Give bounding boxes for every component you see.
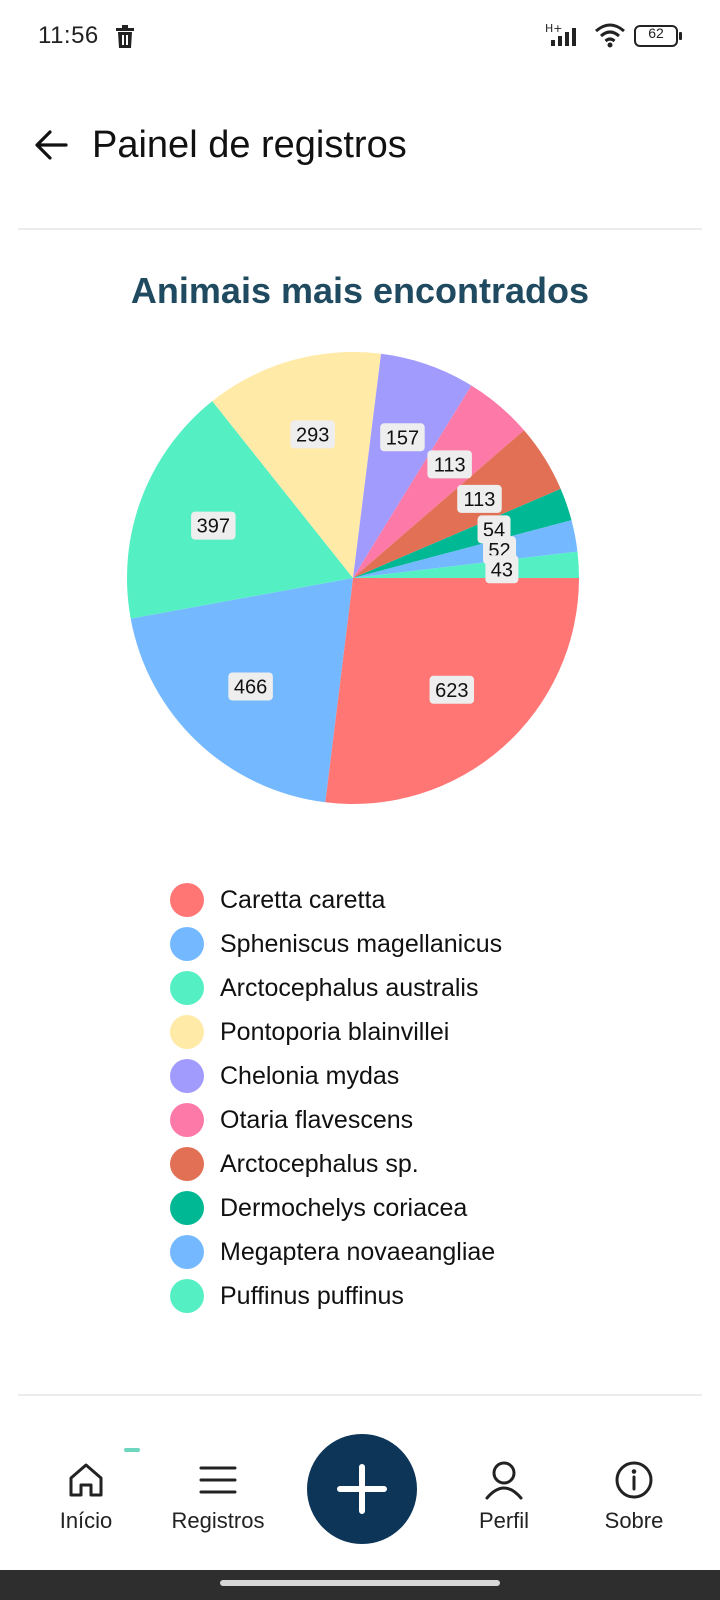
back-arrow-icon[interactable] <box>32 128 70 162</box>
nav-label-inicio: Início <box>59 1508 113 1533</box>
network-type-label: H+ <box>545 22 563 35</box>
svg-text:113: 113 <box>434 454 466 476</box>
pie-slice <box>353 385 525 578</box>
gesture-handle[interactable] <box>220 1580 500 1586</box>
wifi-icon <box>595 23 625 48</box>
svg-text:466: 466 <box>234 676 267 698</box>
legend-swatch <box>170 971 204 1005</box>
bottom-navigation: Início Registros Perfil Sobre <box>0 1420 720 1570</box>
legend-swatch <box>170 1103 204 1137</box>
person-icon <box>485 1461 523 1500</box>
legend-swatch <box>170 883 204 917</box>
trash-icon <box>116 25 134 48</box>
nav-item-inicio[interactable]: Início <box>26 1460 146 1534</box>
footer-divider <box>18 1394 702 1396</box>
pie-slice <box>212 352 382 578</box>
status-time: 11:56 <box>38 22 99 49</box>
pie-data-label: 293 <box>290 420 335 449</box>
pie-slice <box>353 551 579 578</box>
legend-label: Arctocephalus sp. <box>220 1149 419 1178</box>
nav-item-sobre[interactable]: Sobre <box>574 1460 694 1534</box>
legend-item: Arctocephalus sp. <box>170 1142 502 1186</box>
plus-icon <box>337 1464 387 1514</box>
legend-label: Puffinus puffinus <box>220 1281 404 1310</box>
pie-slice <box>353 520 578 578</box>
legend-label: Spheniscus magellanicus <box>220 929 503 958</box>
svg-text:43: 43 <box>491 559 513 581</box>
pie-data-label: 157 <box>380 423 425 452</box>
pie-slice <box>127 401 353 619</box>
pie-data-label: 397 <box>191 511 236 540</box>
page-title: Painel de registros <box>92 124 407 166</box>
add-record-button[interactable] <box>307 1434 417 1544</box>
legend-item: Dermochelys coriacea <box>170 1186 502 1230</box>
legend-item: Otaria flavescens <box>170 1098 502 1142</box>
legend-item: Puffinus puffinus <box>170 1274 502 1318</box>
pie-slice <box>353 488 572 578</box>
svg-text:157: 157 <box>386 427 419 449</box>
legend-label: Otaria flavescens <box>220 1105 414 1134</box>
legend-swatch <box>170 1015 204 1049</box>
pie-data-label: 113 <box>457 484 502 513</box>
battery-level: 62 <box>648 25 664 41</box>
legend-item: Arctocephalus australis <box>170 966 502 1010</box>
legend-swatch <box>170 1279 204 1313</box>
pie-data-label: 623 <box>429 675 475 704</box>
legend-item: Megaptera novaeangliae <box>170 1230 502 1274</box>
status-bar: 11:56 H+ 62 <box>0 0 720 72</box>
nav-label-registros: Registros <box>171 1508 265 1533</box>
system-gesture-bar <box>0 1570 720 1600</box>
legend-item: Pontoporia blainvillei <box>170 1010 502 1054</box>
battery-icon <box>634 25 682 47</box>
legend-swatch <box>170 1191 204 1225</box>
header-divider <box>18 228 702 230</box>
pie-data-label: 113 <box>427 450 472 479</box>
info-icon <box>615 1461 653 1499</box>
svg-text:397: 397 <box>197 516 230 538</box>
menu-icon <box>199 1466 237 1494</box>
legend-label: Caretta caretta <box>220 885 386 914</box>
legend-label: Megaptera novaeangliae <box>220 1237 496 1266</box>
chart-title: Animais mais encontrados <box>130 270 590 311</box>
pie-slice <box>353 430 561 578</box>
signal-icon: H+ <box>545 22 576 46</box>
pie-data-label: 466 <box>228 672 273 701</box>
legend-swatch <box>170 1147 204 1181</box>
decorative-mark <box>124 1448 140 1452</box>
pie-slice <box>353 353 472 578</box>
svg-text:54: 54 <box>483 519 505 541</box>
app-header: Painel de registros <box>0 100 720 196</box>
legend-swatch <box>170 1235 204 1269</box>
home-icon <box>69 1463 103 1497</box>
legend-item: Chelonia mydas <box>170 1054 502 1098</box>
nav-item-perfil[interactable]: Perfil <box>444 1460 564 1534</box>
chart-legend: Caretta caretta Spheniscus magellanicus Ar… <box>170 878 502 1318</box>
legend-label: Chelonia mydas <box>220 1061 400 1090</box>
svg-text:113: 113 <box>464 489 496 511</box>
legend-item: Caretta caretta <box>170 878 502 922</box>
legend-label: Dermochelys coriacea <box>220 1193 468 1222</box>
svg-text:293: 293 <box>296 424 329 446</box>
svg-text:623: 623 <box>435 680 468 702</box>
pie-data-label: 43 <box>485 555 519 584</box>
legend-item: Spheniscus magellanicus <box>170 922 502 966</box>
nav-item-registros[interactable]: Registros <box>158 1460 278 1534</box>
nav-label-sobre: Sobre <box>604 1508 664 1533</box>
legend-swatch <box>170 927 204 961</box>
legend-label: Arctocephalus australis <box>220 973 479 1002</box>
legend-swatch <box>170 1059 204 1093</box>
nav-label-perfil: Perfil <box>478 1508 530 1533</box>
legend-label: Pontoporia blainvillei <box>220 1017 450 1046</box>
